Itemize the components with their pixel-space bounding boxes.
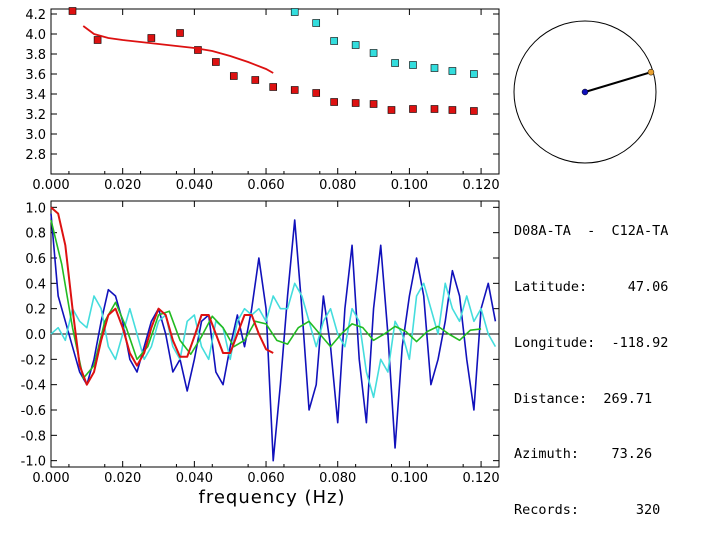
top-ytick-label: 3.2 (25, 108, 46, 123)
bot-ytick-label: 0.0 (25, 328, 46, 343)
station-pair-label: D08A-TA - C12A-TA (514, 223, 669, 240)
dispersion-figure: 0.000 0.020 0.040 0.060 0.080 0.100 0.120 4.2 4.… (21, 7, 657, 508)
top-point-0-5 (212, 58, 220, 66)
top-point-1-1 (312, 19, 321, 27)
top-point-1-9 (470, 70, 478, 78)
records-line: Records: 320 (514, 502, 661, 519)
top-point-0-7 (251, 76, 260, 84)
top-xtick-label: 0.100 (391, 178, 428, 193)
top-point-0-3 (176, 29, 184, 37)
bottom-series-line-1 (50, 282, 497, 399)
top-point-1-3 (351, 41, 360, 49)
bot-xtick-label: 0.080 (319, 471, 356, 486)
top-point-0-9 (290, 86, 299, 94)
bot-ytick-label: -0.4 (21, 379, 46, 394)
top-point-1-5 (391, 59, 399, 67)
top-point-0-8 (269, 83, 278, 91)
top-ytick-label: 3.6 (25, 68, 46, 83)
bot-xtick-label: 0.020 (104, 471, 141, 486)
top-point-0-2 (147, 34, 156, 42)
bot-ytick-label: 0.2 (25, 303, 46, 318)
bot-xtick-label: 0.000 (32, 471, 69, 486)
top-xtick-label: 0.020 (104, 178, 141, 193)
bot-xtick-label: 0.100 (391, 471, 428, 486)
top-xtick-label: 0.000 (32, 178, 69, 193)
longitude-line: Longitude: -118.92 (514, 334, 669, 351)
azimuth-circle (513, 20, 657, 164)
x-axis-label: frequency (Hz) (198, 487, 345, 508)
top-xtick-label: 0.060 (247, 178, 284, 193)
top-point-1-8 (448, 67, 457, 75)
bottom-series (50, 206, 497, 462)
top-ytick-label: 4.0 (25, 28, 46, 43)
top-point-0-6 (229, 72, 238, 80)
top-ytick-label: 4.2 (25, 8, 46, 23)
top-plot-frame (50, 8, 500, 175)
bot-ytick-label: -0.2 (21, 353, 46, 368)
bot-ytick-label: -0.6 (21, 404, 46, 419)
top-point-0-11 (330, 98, 338, 106)
top-point-0-17 (448, 106, 457, 114)
top-point-1-6 (409, 61, 417, 69)
azimuth-diagram (513, 20, 657, 164)
bot-ytick-label: -1.0 (21, 455, 46, 470)
bottom-axis-ticks: 0.000 0.020 0.040 0.060 0.080 0.100 0.120 1.0 0.… (21, 201, 500, 486)
bot-ytick-label: 0.6 (25, 252, 46, 267)
bot-xtick-label: 0.040 (176, 471, 213, 486)
bot-ytick-label: 0.8 (25, 227, 46, 242)
top-point-0-16 (430, 105, 439, 113)
latitude-line: Latitude: 47.06 (514, 278, 669, 295)
bot-xtick-label: 0.120 (462, 471, 499, 486)
distance-line: Distance: 269.71 (514, 390, 653, 407)
bot-ytick-label: 1.0 (25, 201, 46, 216)
top-point-1-0 (290, 8, 299, 16)
azimuth-line-text: Azimuth: 73.26 (514, 446, 653, 463)
top-fit-line (82, 25, 274, 74)
top-point-0-15 (409, 105, 417, 113)
bottom-series-line-2 (50, 219, 482, 380)
top-xtick-label: 0.040 (176, 178, 213, 193)
azimuth-line (584, 71, 652, 93)
station-end-marker (647, 68, 655, 76)
top-point-0-13 (369, 100, 378, 108)
top-ytick-label: 3.0 (25, 128, 46, 143)
top-point-1-2 (330, 37, 338, 45)
phase-velocity-panel: 0.000 0.020 0.040 0.060 0.080 0.100 0.120 4.2 4.… (25, 7, 500, 193)
top-ytick-label: 2.8 (25, 148, 46, 163)
top-axis-ticks: 0.000 0.020 0.040 0.060 0.080 0.100 0.120 4.2 4.… (25, 8, 499, 193)
top-point-1-7 (430, 64, 439, 72)
top-series (68, 7, 478, 115)
bot-ytick-label: -0.8 (21, 429, 46, 444)
top-xtick-label: 0.080 (319, 178, 356, 193)
top-ytick-label: 3.4 (25, 88, 46, 103)
bottom-series-line-0 (50, 213, 497, 462)
top-point-0-18 (470, 107, 478, 115)
top-ytick-label: 3.8 (25, 48, 46, 63)
bottom-series-line-3 (50, 206, 274, 386)
bot-xtick-label: 0.060 (247, 471, 284, 486)
bot-ytick-label: 0.4 (25, 277, 46, 292)
top-point-1-4 (369, 49, 378, 57)
top-point-0-12 (351, 99, 360, 107)
station-center-marker (581, 88, 589, 96)
top-point-0-0 (68, 7, 77, 15)
top-xtick-label: 0.120 (462, 178, 499, 193)
top-point-0-14 (387, 106, 396, 114)
top-point-0-10 (312, 89, 321, 97)
top-point-0-1 (93, 36, 102, 44)
station-info-panel: D08A-TA - C12A-TA Latitude: 47.06 Longit… (514, 185, 668, 538)
correlation-panel: 0.000 0.020 0.040 0.060 0.080 0.100 0.120 1.0 0.… (21, 200, 500, 508)
